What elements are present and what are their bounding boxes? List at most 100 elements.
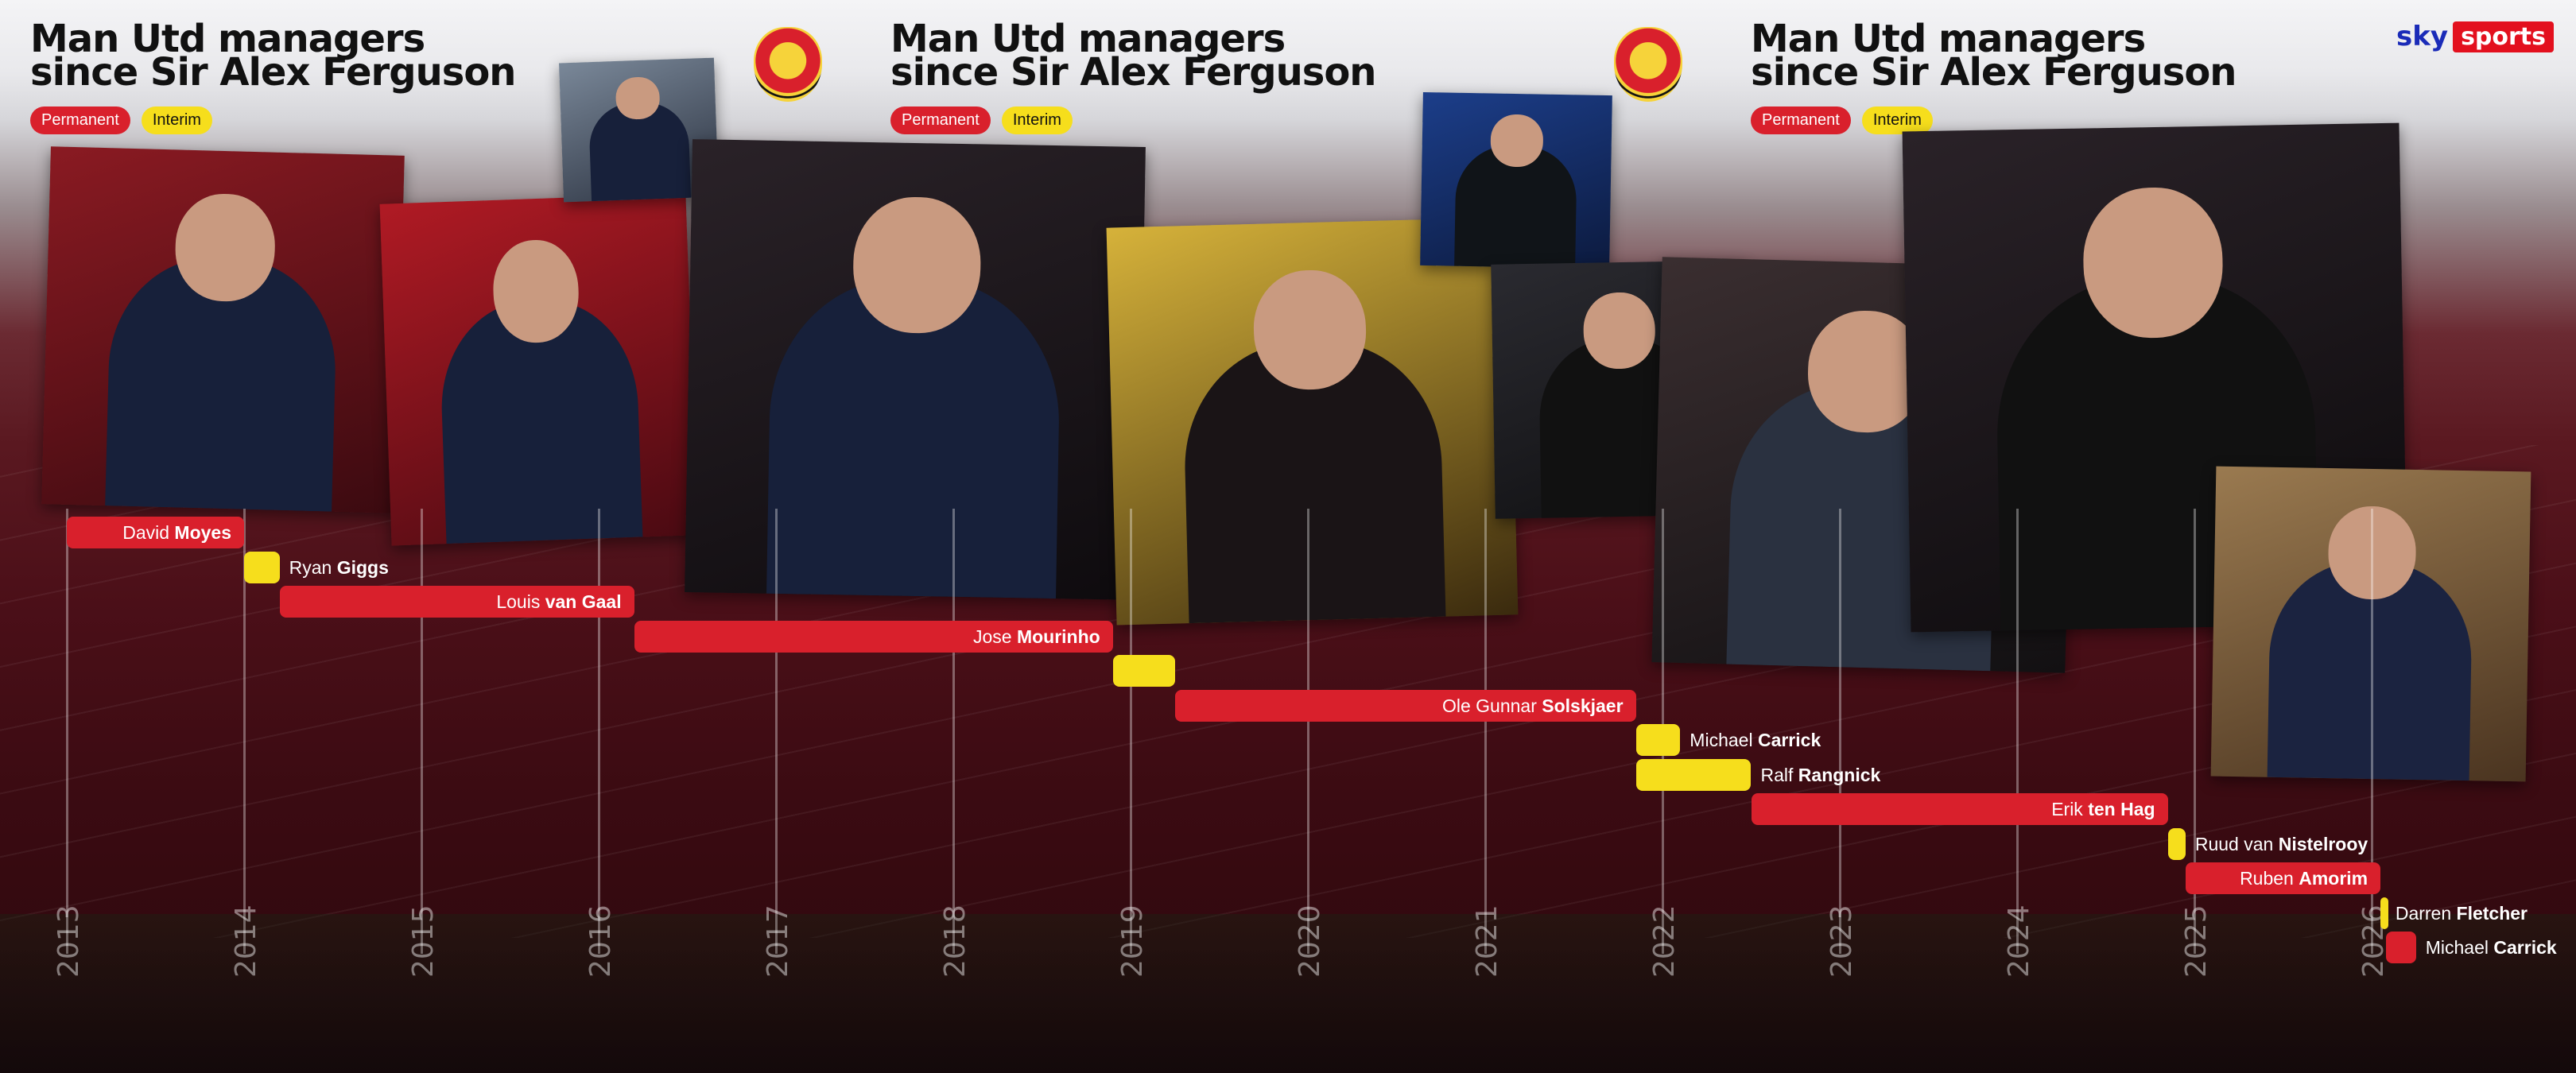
tenure-bar-van-gaal [279,586,634,618]
manager-surname: Solskjaer [1542,695,1624,716]
gridline-2020 [1307,509,1309,954]
year-label-2022: 2022 [1648,904,1681,978]
year-label-2017: 2017 [762,904,794,978]
year-label-2014: 2014 [230,904,262,978]
manager-label: Ole Gunnar Solskjaer [1175,690,1624,722]
photo-mourinho [685,139,1146,600]
man-utd-crest-icon [1614,27,1682,102]
legend-interim: Interim [1861,107,1933,134]
title-line-1: Man Utd managers [1751,17,2146,61]
year-label-2021: 2021 [1471,904,1503,978]
manager-surname: van Gaal [545,591,622,612]
tenure-bar-ten-hag [1751,793,2168,825]
manager-first-name: Darren [2395,902,2452,924]
title-line-1: Man Utd managers [890,17,1286,61]
gridline-2013 [66,509,68,954]
gridline-2025 [2194,509,2196,954]
manager-surname: Carrick [2493,937,2557,958]
photo-van-gaal [379,193,698,546]
gridline-2026 [2371,509,2373,954]
sky-sports-logo: sky sports [2396,21,2554,52]
manager-surname: Rangnick [1798,764,1881,785]
manager-surname: Carrick [1757,730,1821,750]
year-label-2015: 2015 [407,904,440,978]
legend-permanent: Permanent [30,107,130,134]
tenure-bar-carrick [2385,932,2416,963]
gridline-2019 [1130,509,1132,954]
manager-first-name: Ruben [2240,868,2294,889]
tenure-bar-mourinho [634,620,1113,653]
year-label-2023: 2023 [1825,904,1858,978]
pitch-background [0,914,2576,1073]
manager-label: Erik ten Hag [1752,793,2155,825]
manager-first-name: Ralf [1760,764,1794,785]
manager-surname: ten Hag [2088,799,2155,819]
sports-logo-text: sports [2453,21,2554,52]
manager-label: Darren Fletcher [2396,897,2528,929]
page-title: Man Utd managers since Sir Alex Ferguson [890,17,1376,95]
manager-first-name: David [122,522,170,543]
legend-permanent: Permanent [1751,107,1851,134]
manager-surname: Moyes [174,522,231,543]
gridline-2015 [421,509,423,954]
tenure-bar-fletcher [2380,897,2389,929]
legend: Permanent Interim [30,107,515,134]
manager-label: Louis van Gaal [280,586,622,618]
sky-logo-text: sky [2396,21,2449,52]
header-block-3: Man Utd managers since Sir Alex Ferguson… [1751,17,2237,134]
manager-label: Ruud van Nistelrooy [2195,828,2368,860]
tenure-bar-amorim [2185,862,2381,894]
photo-solskjaer [1106,217,1519,626]
manager-surname: Amorim [2299,868,2368,889]
photo-moyes [41,146,405,513]
manager-first-name: Michael [2425,937,2489,958]
tenure-bar-interim [1112,655,1175,687]
gridline-2021 [1484,509,1487,954]
man-utd-crest-icon [754,27,822,102]
legend-interim: Interim [141,107,212,134]
tenure-bar-giggs [244,551,280,583]
manager-label: Jose Mourinho [634,621,1100,653]
manager-surname: Fletcher [2456,902,2528,924]
manager-label: Michael Carrick [2426,932,2557,963]
legend-permanent: Permanent [890,107,991,134]
title-line-2: since Sir Alex Ferguson [30,50,516,95]
title-line-2: since Sir Alex Ferguson [1751,50,2237,95]
manager-first-name: Michael [1690,730,1753,750]
legend: Permanent Interim [890,107,1375,134]
manager-surname: Mourinho [1016,626,1100,647]
year-label-2016: 2016 [584,904,617,978]
title-line-2: since Sir Alex Ferguson [890,50,1376,95]
tenure-bar-moyes [67,517,244,548]
header-block-1: Man Utd managers since Sir Alex Ferguson… [30,20,516,134]
gridline-2016 [598,509,600,954]
manager-label: Ruben Amorim [2186,862,2368,894]
tenure-bar-nistelrooy [2167,827,2186,860]
gridline-2014 [243,509,246,954]
photo-carrick-2021 [1420,91,1612,269]
manager-label: Ralf Rangnick [1761,759,1881,791]
manager-surname: Nistelrooy [2278,833,2368,854]
manager-first-name: Ole Gunnar [1441,695,1537,716]
legend: Permanent Interim [1751,107,2236,134]
tenure-bar-rangnick [1635,758,1752,791]
header-block-2: Man Utd managers since Sir Alex Ferguson… [890,17,1376,134]
year-label-2019: 2019 [1116,904,1149,978]
gridline-2023 [1839,509,1841,954]
gridline-2024 [2016,509,2019,954]
tenure-bar-carrick [1635,724,1681,756]
year-label-2025: 2025 [2180,904,2213,978]
manager-first-name: Jose [972,626,1012,647]
legend-interim: Interim [1001,107,1073,134]
gridline-2017 [775,509,778,954]
year-label-2020: 2020 [1294,904,1326,978]
manager-first-name: Ruud van [2194,833,2274,854]
page-title: Man Utd managers since Sir Alex Ferguson [1751,17,2237,95]
manager-surname: Giggs [336,556,389,578]
manager-label: David Moyes [67,517,231,548]
page-title: Man Utd managers since Sir Alex Ferguson [30,20,516,95]
year-label-2024: 2024 [2003,904,2035,978]
manager-first-name: Ryan [289,556,332,578]
tenure-bar-solskjaer [1174,689,1636,722]
